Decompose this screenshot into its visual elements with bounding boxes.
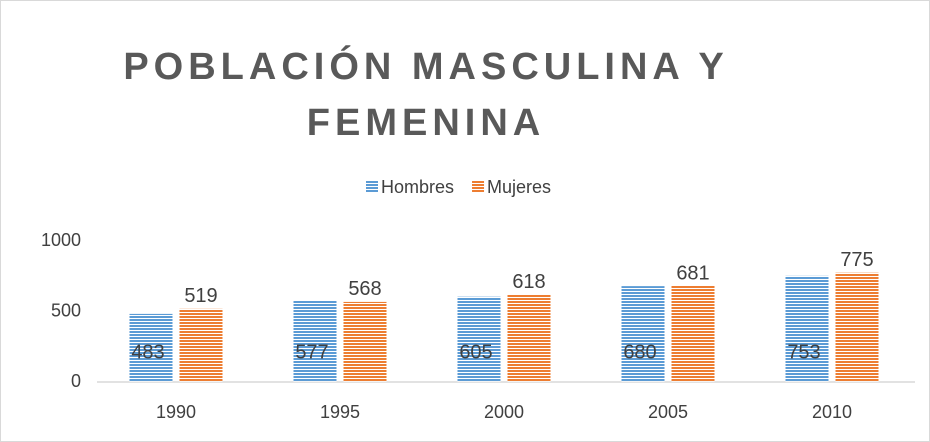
data-label: 605 — [459, 341, 492, 363]
y-tick-label: 0 — [71, 371, 81, 391]
data-label: 568 — [348, 278, 381, 300]
x-tick-label: 1990 — [156, 402, 196, 422]
data-label: 680 — [623, 341, 656, 363]
data-label: 483 — [131, 341, 164, 363]
x-tick-label: 1995 — [320, 402, 360, 422]
data-label: 753 — [787, 341, 820, 363]
legend-label: Mujeres — [487, 177, 551, 197]
bar — [457, 296, 501, 382]
x-tick-label: 2005 — [648, 402, 688, 422]
data-label: 519 — [184, 285, 217, 307]
bar — [129, 313, 173, 382]
data-label: 681 — [676, 262, 709, 284]
chart-title: POBLACIÓN MASCULINA Y FEMENINA — [123, 46, 729, 144]
legend-label: Hombres — [381, 177, 454, 197]
bar — [671, 285, 715, 382]
y-tick-label: 1000 — [41, 230, 81, 250]
bar — [179, 308, 223, 382]
legend-swatch — [472, 181, 485, 193]
bar — [785, 275, 829, 382]
data-label: 775 — [840, 249, 873, 271]
x-tick-label: 2000 — [484, 402, 524, 422]
legend-swatch — [366, 181, 378, 193]
y-tick-label: 500 — [51, 300, 81, 320]
bar — [293, 300, 337, 382]
bar — [507, 294, 551, 382]
data-label: 618 — [512, 271, 545, 293]
data-label: 577 — [295, 341, 328, 363]
bar — [835, 272, 879, 382]
bar — [343, 301, 387, 382]
bar — [621, 286, 665, 382]
x-tick-label: 2010 — [812, 402, 852, 422]
